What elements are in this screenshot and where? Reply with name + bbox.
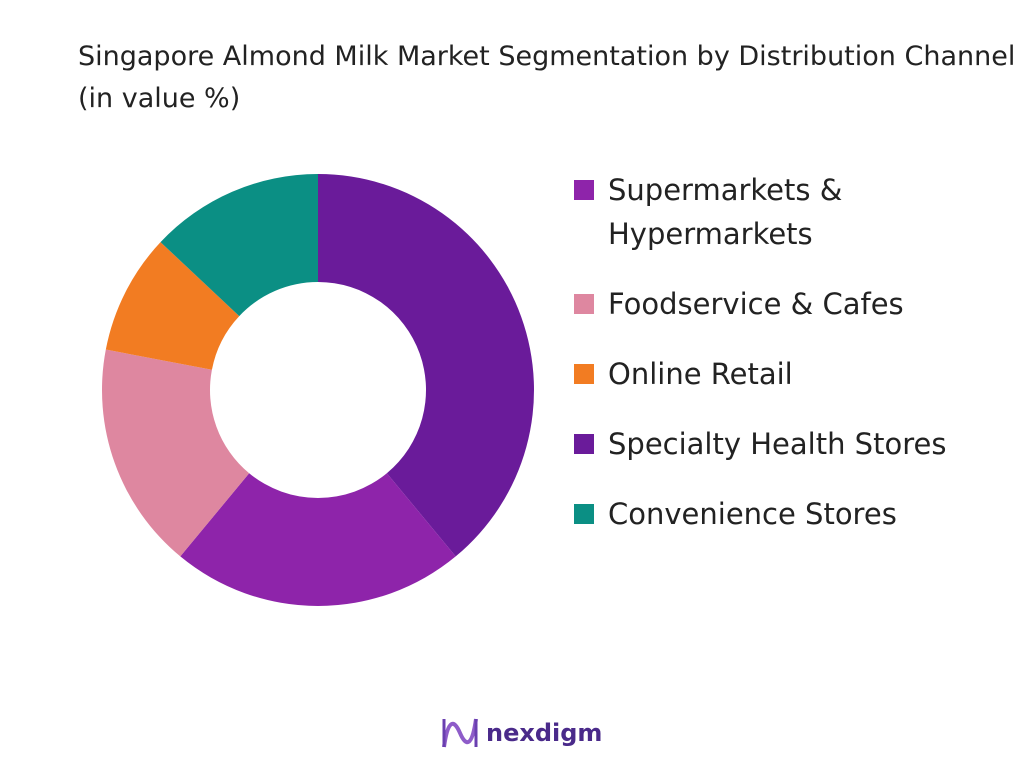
brand-logo: nexdigm — [440, 715, 602, 751]
donut-slice — [101, 349, 250, 557]
brand-text: nexdigm — [486, 719, 603, 747]
legend-swatch — [574, 504, 594, 524]
legend-swatch — [574, 434, 594, 454]
legend-label: Supermarkets & Hypermarkets — [608, 173, 843, 251]
donut-slice — [160, 174, 318, 317]
legend-label: Foodservice & Cafes — [608, 287, 904, 321]
legend-item: Online Retail — [574, 352, 998, 396]
donut-slice — [105, 242, 240, 370]
legend-item: Specialty Health Stores — [574, 422, 998, 466]
legend-item: Foodservice & Cafes — [574, 282, 998, 326]
donut-slice — [180, 473, 456, 606]
legend-label: Online Retail — [608, 357, 793, 391]
brand-icon — [442, 718, 478, 748]
legend-label: Convenience Stores — [608, 497, 897, 531]
legend-item: Convenience Stores — [574, 492, 998, 536]
donut-slice — [318, 174, 535, 557]
legend-swatch — [574, 180, 594, 200]
legend-label: Specialty Health Stores — [608, 427, 947, 461]
legend-swatch — [574, 294, 594, 314]
legend-item: Supermarkets & Hypermarkets — [574, 168, 998, 256]
legend-swatch — [574, 364, 594, 384]
chart-title: Singapore Almond Milk Market Segmentatio… — [78, 41, 1016, 114]
